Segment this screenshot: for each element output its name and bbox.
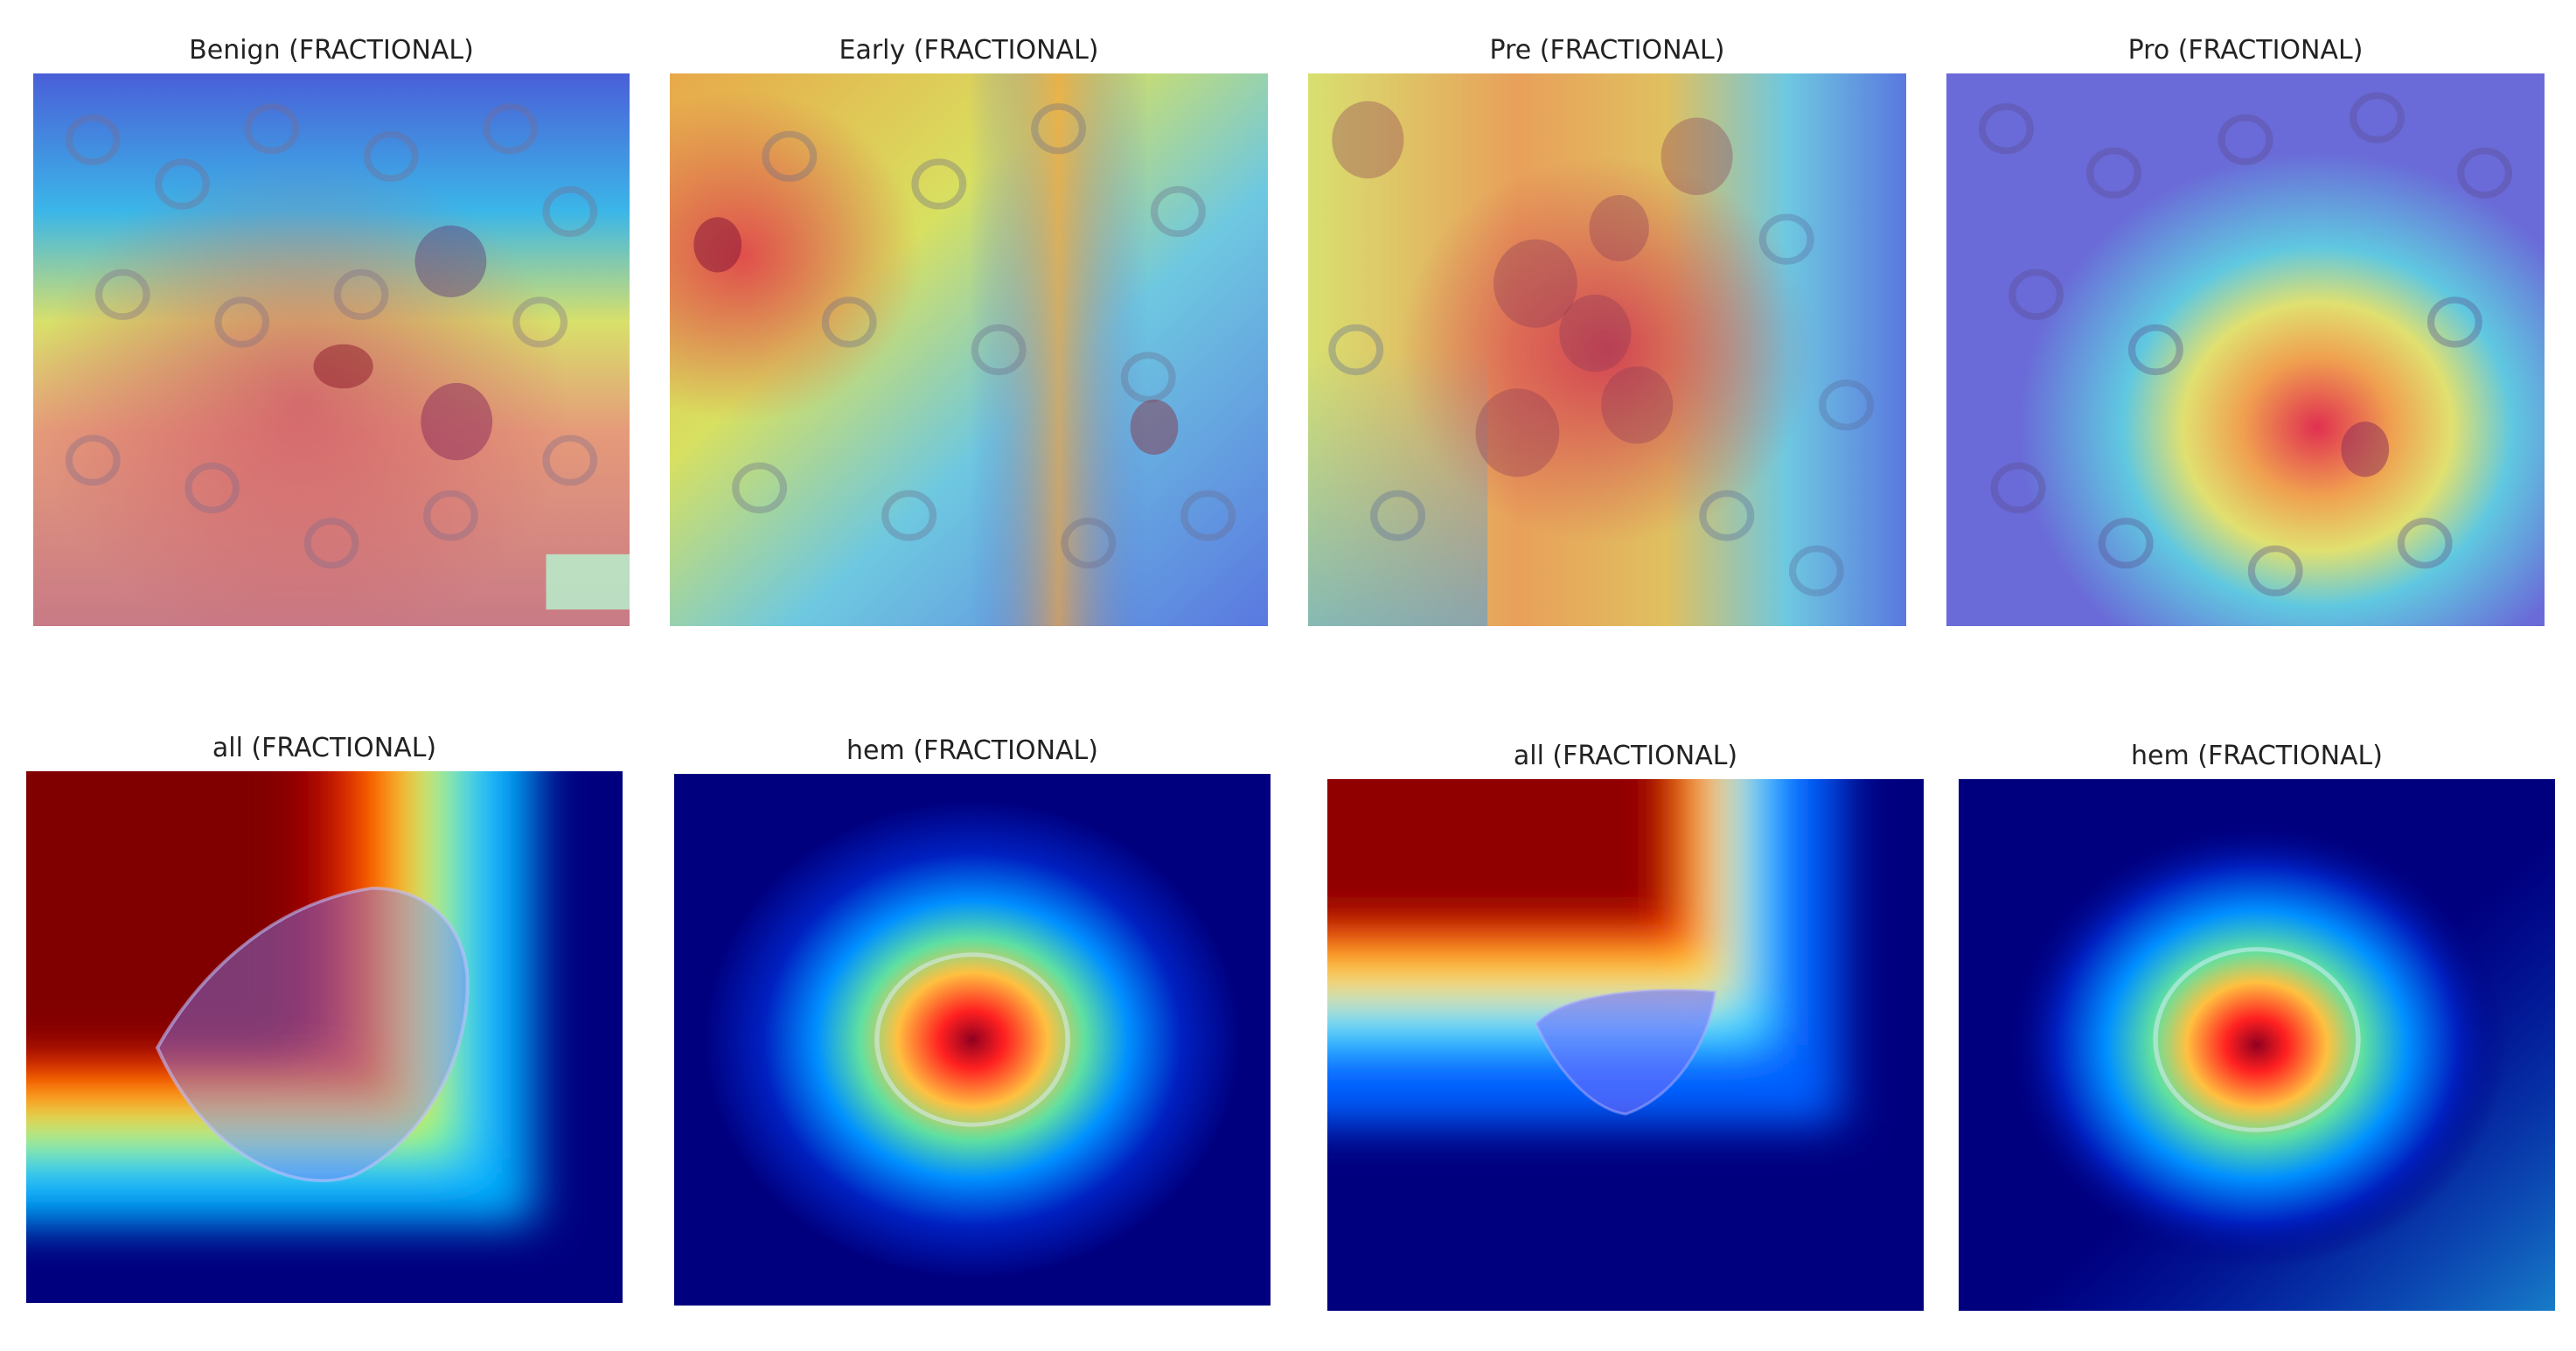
heatmap-overlay-image (1327, 779, 1924, 1311)
panel-pro: Pro (FRACTIONAL) (1946, 35, 2545, 626)
heatmap-overlay-image (1946, 73, 2545, 626)
heatmap-overlay-image (26, 771, 623, 1303)
panel-title: hem (FRACTIONAL) (846, 735, 1098, 766)
panel-early: Early (FRACTIONAL) (670, 35, 1268, 626)
panel-title: all (FRACTIONAL) (212, 733, 437, 763)
panel-all-1: all (FRACTIONAL) (26, 733, 623, 1303)
heatmap-overlay-image (1959, 779, 2555, 1311)
heatmap-overlay-image (33, 73, 630, 626)
panel-hem-2: hem (FRACTIONAL) (1959, 741, 2555, 1311)
panel-all-2: all (FRACTIONAL) (1327, 741, 1924, 1311)
panel-benign: Benign (FRACTIONAL) (33, 35, 630, 626)
panel-pre: Pre (FRACTIONAL) (1308, 35, 1906, 626)
panel-title: Pre (FRACTIONAL) (1489, 35, 1725, 66)
heatmap-overlay-image (1308, 73, 1906, 626)
panel-title: Early (FRACTIONAL) (839, 35, 1099, 66)
panel-title: hem (FRACTIONAL) (2131, 741, 2383, 771)
panel-hem-1: hem (FRACTIONAL) (674, 735, 1271, 1306)
panel-title: all (FRACTIONAL) (1513, 741, 1738, 771)
panel-title: Benign (FRACTIONAL) (189, 35, 474, 66)
heatmap-overlay-image (670, 73, 1268, 626)
panel-title: Pro (FRACTIONAL) (2127, 35, 2364, 66)
heatmap-overlay-image (674, 774, 1271, 1306)
